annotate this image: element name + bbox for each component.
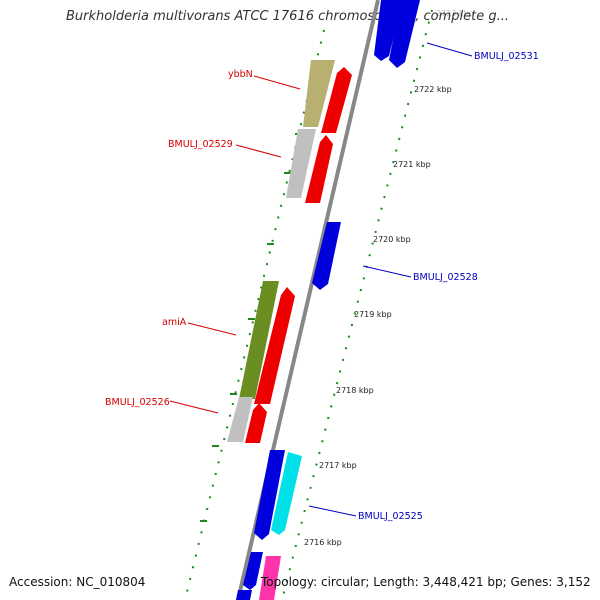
gene-blue-4 — [243, 552, 263, 590]
gene-blue-3 — [254, 450, 285, 540]
gene-forward-red-4 — [245, 403, 267, 443]
label-amia: amiA — [162, 317, 187, 328]
gene-blue-2 — [389, 0, 420, 68]
label-bmulj-02529: BMULJ_02529 — [168, 139, 233, 150]
gene-bmulj-02529 — [286, 129, 316, 198]
label-ybbn: ybbN — [228, 69, 253, 80]
label-bmulj-02526: BMULJ_02526 — [105, 397, 170, 408]
tick-label-2716: 2716 kbp — [304, 538, 342, 547]
topology-text: Topology: circular; Length: 3,448,421 bp… — [261, 575, 591, 589]
gene-amia — [239, 281, 279, 399]
left-dotted-guide — [184, 29, 325, 600]
label-bmulj-02525: BMULJ_02525 — [358, 511, 423, 522]
tick-label-2718: 2718 kbp — [336, 386, 374, 395]
gene-bmulj-02526 — [227, 397, 253, 442]
tick-label-2721: 2721 kbp — [393, 160, 431, 169]
gene-bmulj-02528 — [312, 222, 341, 290]
tick-label-2722: 2722 kbp — [414, 85, 452, 94]
tick-label-2717: 2717 kbp — [319, 461, 357, 470]
label-bmulj-02528: BMULJ_02528 — [413, 272, 478, 283]
gene-forward-red-1 — [321, 67, 352, 133]
tick-label-2723: 2723 kbp — [436, 9, 474, 18]
tick-label-2720: 2720 kbp — [373, 235, 411, 244]
gene-ybbn — [303, 60, 335, 127]
gene-forward-red-2 — [305, 135, 333, 203]
gene-features — [227, 0, 420, 600]
gene-bmulj-02531 — [374, 0, 403, 61]
accession-text: Accession: NC_010804 — [9, 575, 146, 589]
leader-lines — [169, 42, 473, 517]
label-bmulj-02531: BMULJ_02531 — [474, 51, 539, 62]
gene-blue-5 — [236, 590, 252, 600]
gene-forward-red-3 — [254, 287, 295, 404]
gene-magenta — [259, 556, 281, 600]
tick-label-2719: 2719 kbp — [354, 310, 392, 319]
gene-bmulj-02525 — [271, 452, 302, 535]
